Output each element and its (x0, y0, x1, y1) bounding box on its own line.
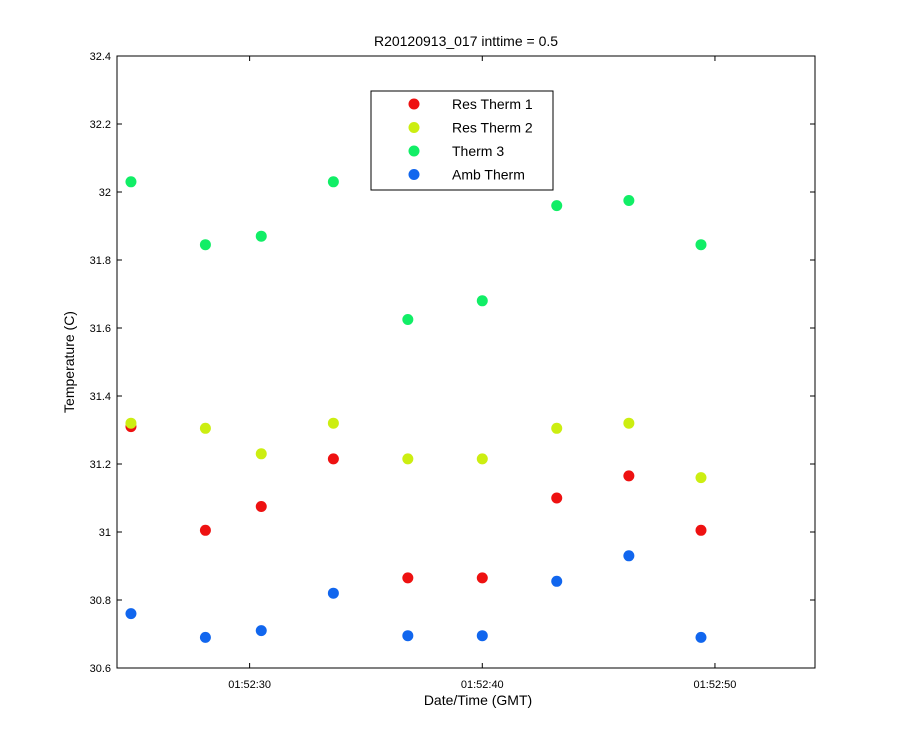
point-amb-therm (125, 608, 137, 620)
point-res-therm-1 (327, 453, 339, 465)
point-therm-3 (255, 230, 267, 242)
point-amb-therm (695, 631, 707, 643)
y-tick-label: 30.8 (90, 595, 111, 607)
point-amb-therm (623, 550, 635, 562)
x-axis: 01:52:30 01:52:40 01:52:50 (228, 56, 736, 691)
point-res-therm-1 (623, 470, 635, 482)
y-tick-label: 32 (99, 187, 111, 199)
x-tick-label: 01:52:40 (461, 679, 504, 691)
y-axis-title: Temperature (C) (61, 311, 77, 413)
chart-title: R20120913_017 inttime = 0.5 (374, 33, 558, 49)
point-res-therm-1 (476, 572, 488, 584)
point-therm-3 (476, 295, 488, 307)
point-res-therm-2 (551, 422, 563, 434)
legend: Res Therm 1 Res Therm 2 Therm 3 Amb Therm (370, 90, 554, 191)
point-amb-therm (255, 625, 267, 637)
point-therm-3 (402, 314, 414, 325)
y-tick-label: 31.2 (90, 459, 111, 471)
point-therm-3 (125, 176, 137, 188)
legend-label-therm-3: Therm 3 (452, 143, 504, 159)
y-tick-label: 32.4 (90, 51, 111, 63)
y-tick-label: 30.6 (90, 663, 111, 675)
point-therm-3 (551, 200, 563, 212)
x-tick-label: 01:52:50 (694, 679, 737, 691)
point-amb-therm (476, 630, 488, 642)
legend-label-res-therm-1: Res Therm 1 (452, 96, 533, 112)
point-res-therm-2 (199, 422, 211, 434)
point-res-therm-1 (695, 524, 707, 536)
x-axis-title: Date/Time (GMT) (424, 692, 532, 708)
point-res-therm-2 (125, 417, 137, 429)
y-tick-label: 32.2 (90, 119, 111, 131)
point-res-therm-2 (327, 417, 339, 429)
legend-label-res-therm-2: Res Therm 2 (452, 120, 533, 136)
point-therm-3 (327, 176, 339, 188)
point-amb-therm (327, 587, 339, 599)
y-tick-label: 31.6 (90, 323, 111, 335)
point-res-therm-2 (255, 448, 267, 460)
y-tick-label: 31 (99, 527, 111, 539)
data-points (125, 176, 707, 643)
legend-label-amb-therm: Amb Therm (452, 167, 525, 183)
point-res-therm-2 (695, 472, 707, 484)
point-therm-3 (695, 239, 707, 251)
y-tick-label: 31.8 (90, 255, 111, 267)
point-therm-3 (623, 195, 635, 206)
point-res-therm-1 (402, 572, 414, 584)
point-res-therm-2 (402, 453, 414, 465)
x-tick-label: 01:52:30 (228, 679, 271, 691)
legend-marker-therm-3 (408, 145, 420, 157)
point-amb-therm (402, 630, 414, 642)
point-res-therm-1 (199, 524, 211, 536)
point-therm-3 (199, 239, 211, 251)
legend-marker-res-therm-2 (408, 122, 420, 133)
legend-box (370, 90, 554, 191)
y-axis: 30.6 30.8 31 31.2 31.4 31.6 31.8 32 32.2 32.4 (90, 51, 815, 675)
point-res-therm-1 (551, 492, 563, 504)
point-amb-therm (551, 575, 563, 587)
point-res-therm-1 (255, 501, 267, 512)
legend-marker-amb-therm (408, 169, 420, 180)
y-tick-label: 31.4 (90, 391, 111, 403)
legend-marker-res-therm-1 (408, 98, 420, 110)
point-res-therm-2 (623, 417, 635, 429)
point-amb-therm (199, 631, 211, 643)
point-res-therm-2 (476, 453, 488, 465)
